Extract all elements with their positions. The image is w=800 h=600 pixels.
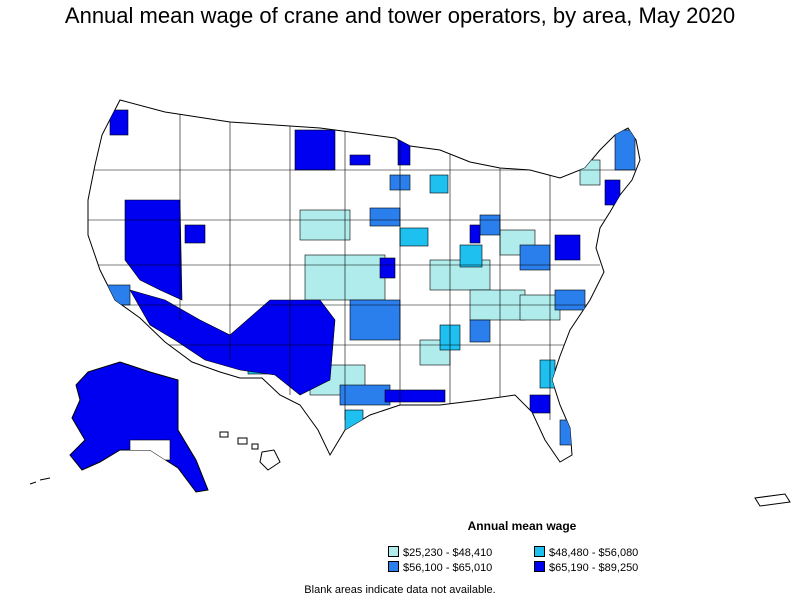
- legend-item-2: $48,480 - $56,080: [534, 546, 638, 560]
- alaska: [29, 361, 209, 493]
- legend-item-3: $56,100 - $65,010: [388, 561, 492, 575]
- hawaii: [219, 431, 281, 471]
- puerto-rico: [754, 493, 791, 507]
- legend-item-4: $65,190 - $89,250: [534, 561, 638, 575]
- legend-label: $25,230 - $48,410: [403, 547, 493, 559]
- legend-swatch: [388, 561, 399, 572]
- legend-swatch: [388, 546, 399, 557]
- footnote: Blank areas indicate data not available.: [304, 584, 496, 596]
- legend-swatch: [534, 561, 545, 572]
- legend-swatch: [534, 546, 545, 557]
- legend-label: $48,480 - $56,080: [549, 547, 639, 559]
- map-title: Annual mean wage of crane and tower oper…: [64, 3, 736, 28]
- legend-title: Annual mean wage: [467, 519, 577, 533]
- legend-label: $56,100 - $65,010: [403, 562, 493, 574]
- legend-item-1: $25,230 - $48,410: [388, 546, 492, 560]
- contiguous-us: [87, 99, 641, 463]
- legend-label: $65,190 - $89,250: [549, 562, 639, 574]
